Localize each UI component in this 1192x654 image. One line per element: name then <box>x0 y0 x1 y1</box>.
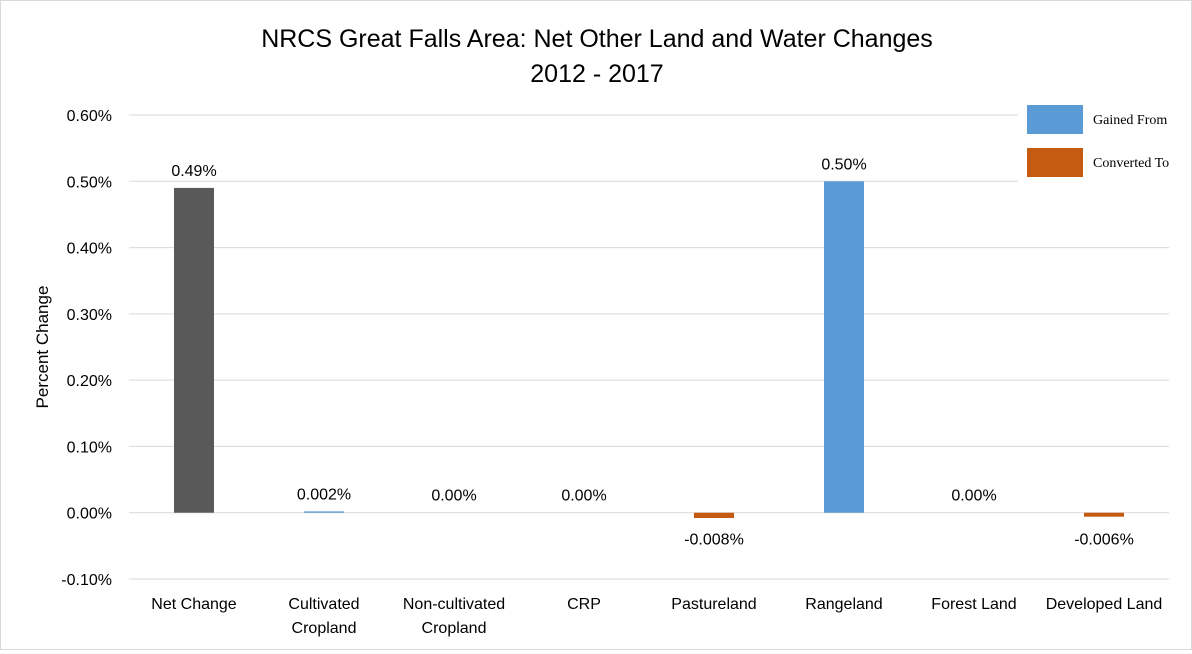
y-tick-label: 0.00% <box>67 506 112 523</box>
legend-label: Converted To <box>1093 156 1169 171</box>
bar <box>174 187 214 513</box>
y-tick-label: 0.40% <box>67 241 112 258</box>
bar <box>304 511 344 513</box>
y-tick-label: 0.60% <box>67 108 112 125</box>
data-label: 0.00% <box>561 488 606 505</box>
y-tick-label: 0.10% <box>67 439 112 456</box>
y-tick-label: 0.50% <box>67 174 112 191</box>
gridlines <box>129 114 1169 580</box>
category-label: Cropland <box>292 620 357 637</box>
legend: Gained From Converted To <box>1018 98 1185 184</box>
data-label: 0.00% <box>431 488 476 505</box>
y-tick-label: 0.20% <box>67 373 112 390</box>
category-label: Net Change <box>151 596 236 613</box>
category-label: Forest Land <box>931 596 1016 613</box>
bars <box>174 181 1124 519</box>
bar <box>694 512 734 519</box>
bar <box>824 181 864 513</box>
category-label: CRP <box>567 596 601 613</box>
category-labels: Net Change Cultivated Cropland Non-cultivat… <box>151 596 1162 637</box>
data-label: -0.008% <box>684 532 744 549</box>
category-label: Cropland <box>422 620 487 637</box>
data-label: 0.50% <box>821 156 866 173</box>
data-label: 0.49% <box>171 163 216 180</box>
chart-subtitle: 2012 - 2017 <box>530 60 663 88</box>
y-tick-labels: -0.10% 0.00% 0.10% 0.20% 0.30% 0.40% 0.50% 0.60… <box>61 108 112 589</box>
legend-label: Gained From <box>1093 113 1167 128</box>
data-label: 0.002% <box>297 486 351 503</box>
y-tick-label: -0.10% <box>61 572 112 589</box>
data-label: 0.00% <box>951 488 996 505</box>
category-label: Developed Land <box>1046 596 1163 613</box>
data-labels: 0.49% 0.002% 0.00% 0.00% -0.008% 0.50% 0.00% -0… <box>171 156 1133 548</box>
category-label: Pastureland <box>671 596 756 613</box>
data-label: -0.006% <box>1074 532 1134 549</box>
legend-swatch <box>1027 148 1083 177</box>
category-label: Non-cultivated <box>403 596 505 613</box>
category-label: Cultivated <box>288 596 359 613</box>
y-axis-label: Percent Change <box>33 286 52 409</box>
bar <box>1084 512 1124 517</box>
y-tick-label: 0.30% <box>67 307 112 324</box>
chart-title: NRCS Great Falls Area: Net Other Land an… <box>261 25 933 53</box>
category-label: Rangeland <box>805 596 882 613</box>
legend-swatch <box>1027 105 1083 134</box>
